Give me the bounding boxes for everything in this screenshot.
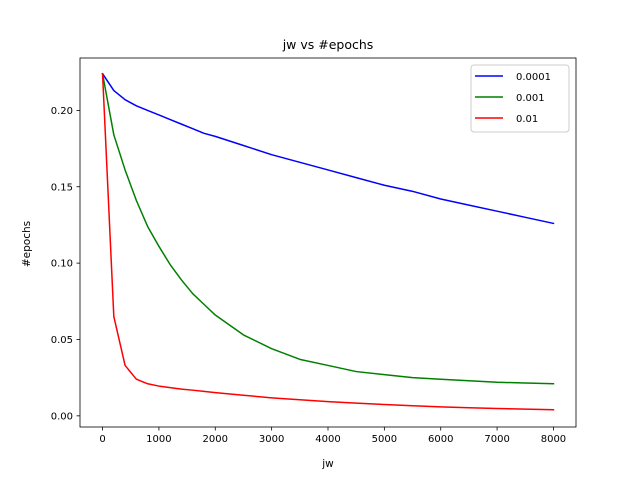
axes: 0 1000 2000 3000 4000 5000 6000 7000 8000 0.00 0.0…: [51, 57, 577, 445]
x-tick-label: 1000: [146, 434, 171, 445]
y-tick-label: 0.15: [51, 182, 73, 193]
legend-label: 0.0001: [516, 72, 551, 83]
legend-box: [470, 64, 570, 133]
x-tick-label: 6000: [428, 434, 453, 445]
x-tick-label: 0: [99, 434, 105, 445]
legend-label: 0.001: [516, 93, 545, 104]
y-tick-label: 0.10: [51, 259, 73, 270]
plot-area: [101, 72, 555, 411]
series-line-0: [101, 72, 555, 225]
y-tick-label: 0.00: [51, 411, 73, 422]
x-tick-label: 3000: [259, 434, 284, 445]
x-tick-label: 2000: [203, 434, 228, 445]
x-tick-label: 4000: [315, 434, 340, 445]
legend: 0.0001 0.001 0.01: [470, 64, 570, 133]
x-tick-label: 5000: [372, 434, 397, 445]
y-axis-label: #epochs: [21, 221, 33, 267]
series-line-2: [101, 72, 555, 411]
y-tick-label: 0.20: [51, 106, 73, 117]
legend-label: 0.01: [516, 114, 538, 125]
x-tick-label: 7000: [484, 434, 509, 445]
x-axis-label: jw: [321, 458, 334, 470]
x-tick-label: 8000: [541, 434, 566, 445]
chart-title: jw vs #epochs: [282, 37, 374, 52]
series-line-1: [101, 72, 555, 385]
y-tick-label: 0.05: [51, 335, 73, 346]
